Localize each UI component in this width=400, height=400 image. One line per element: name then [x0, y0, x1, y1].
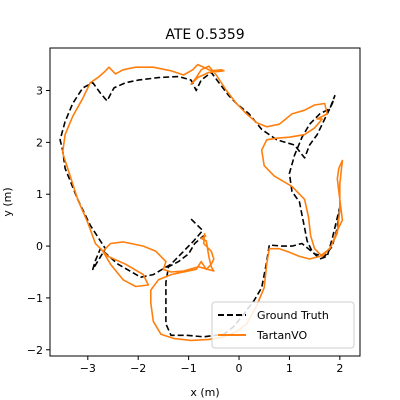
plot-lines: [59, 63, 344, 342]
legend-label-ground-truth: Ground Truth: [257, 309, 329, 322]
x-tick-label: −2: [130, 362, 146, 375]
plot-frame: [49, 47, 361, 357]
y-tick-label: 2: [36, 136, 43, 149]
legend-box: [211, 301, 355, 349]
axis-ticks: −3 −2 −1 0 1 2 −2 −1 0 1 2 3: [27, 85, 344, 375]
series-line-tartanvo: [61, 63, 344, 342]
x-tick-label: 1: [286, 362, 293, 375]
y-tick-label: 0: [36, 240, 43, 253]
series-line-ground-truth: [59, 71, 341, 338]
x-tick-label: 0: [236, 362, 243, 375]
x-tick-label: 2: [336, 362, 343, 375]
chart-title: ATE 0.5359: [165, 27, 244, 43]
y-tick-label: −2: [27, 344, 43, 357]
legend: Ground Truth TartanVO: [211, 301, 355, 349]
legend-label-tartanvo: TartanVO: [256, 329, 308, 342]
y-tick-label: 1: [36, 188, 43, 201]
x-tick-label: −1: [181, 362, 197, 375]
y-tick-label: −1: [27, 292, 43, 305]
y-tick-label: 3: [36, 85, 43, 98]
x-tick-label: −3: [80, 362, 96, 375]
x-axis-label: x (m): [190, 386, 219, 399]
y-axis-label: y (m): [1, 187, 14, 216]
